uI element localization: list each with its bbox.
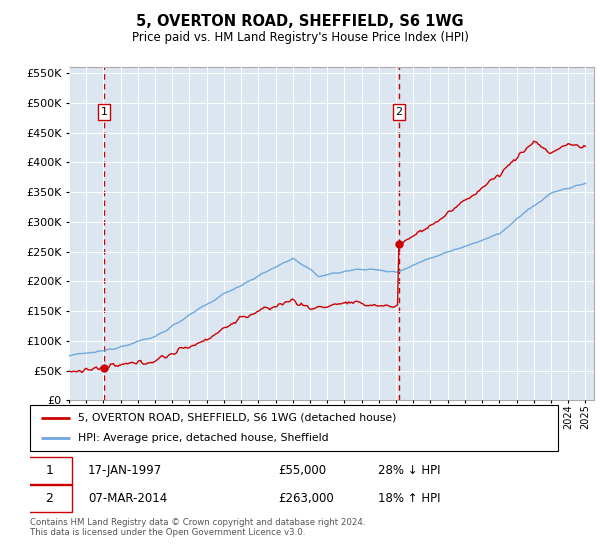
Text: 1: 1 (101, 107, 107, 117)
Text: 17-JAN-1997: 17-JAN-1997 (88, 464, 163, 477)
Text: 28% ↓ HPI: 28% ↓ HPI (379, 464, 441, 477)
Text: 2: 2 (46, 492, 53, 505)
FancyBboxPatch shape (30, 405, 558, 451)
Text: 1: 1 (46, 464, 53, 477)
Text: £55,000: £55,000 (278, 464, 326, 477)
FancyBboxPatch shape (28, 485, 72, 512)
Text: HPI: Average price, detached house, Sheffield: HPI: Average price, detached house, Shef… (77, 433, 328, 443)
Text: 5, OVERTON ROAD, SHEFFIELD, S6 1WG: 5, OVERTON ROAD, SHEFFIELD, S6 1WG (136, 14, 464, 29)
Text: 07-MAR-2014: 07-MAR-2014 (88, 492, 167, 505)
Text: 5, OVERTON ROAD, SHEFFIELD, S6 1WG (detached house): 5, OVERTON ROAD, SHEFFIELD, S6 1WG (deta… (77, 413, 396, 423)
Text: £263,000: £263,000 (278, 492, 334, 505)
Text: Price paid vs. HM Land Registry's House Price Index (HPI): Price paid vs. HM Land Registry's House … (131, 31, 469, 44)
FancyBboxPatch shape (28, 457, 72, 484)
Text: 2: 2 (395, 107, 403, 117)
Text: 18% ↑ HPI: 18% ↑ HPI (379, 492, 441, 505)
Text: Contains HM Land Registry data © Crown copyright and database right 2024.
This d: Contains HM Land Registry data © Crown c… (30, 518, 365, 538)
